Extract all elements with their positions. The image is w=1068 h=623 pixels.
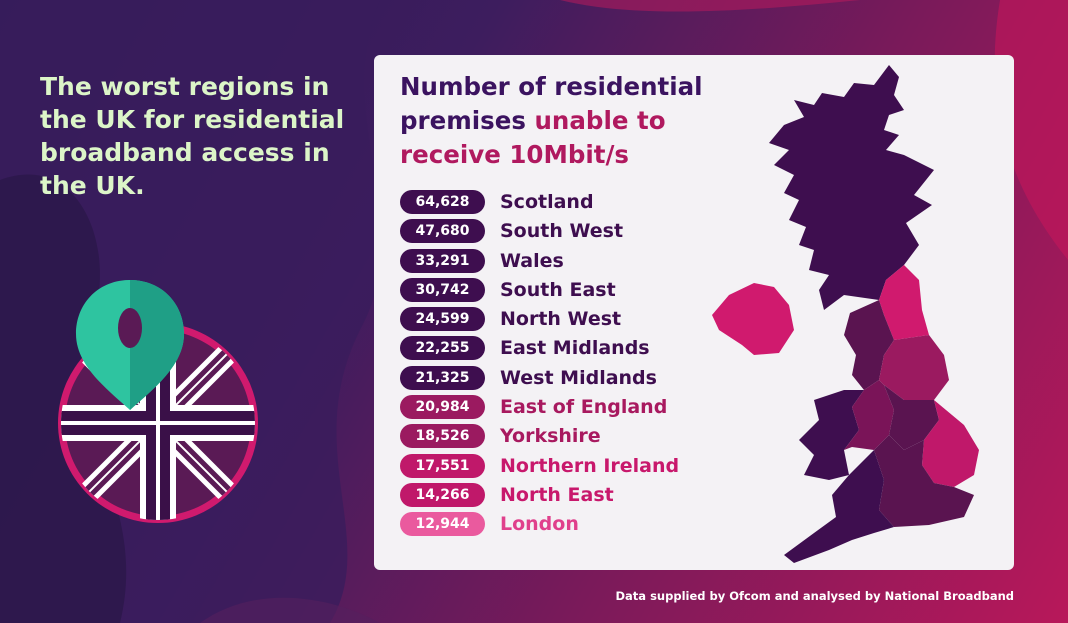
map-region-yorkshire bbox=[879, 335, 949, 400]
region-name: Yorkshire bbox=[500, 425, 601, 448]
region-row: 12,944 London bbox=[400, 510, 700, 539]
region-row: 24,599 North West bbox=[400, 305, 700, 334]
region-name: Northern Ireland bbox=[500, 454, 680, 477]
value-label: 33,291 bbox=[400, 248, 485, 273]
value-label: 14,266 bbox=[400, 482, 485, 507]
region-name: East of England bbox=[500, 396, 668, 419]
source-note: Data supplied by Ofcom and analysed by N… bbox=[615, 589, 1015, 603]
region-name: West Midlands bbox=[500, 366, 657, 389]
map-region-east-of-england bbox=[922, 400, 979, 487]
region-row: 22,255 East Midlands bbox=[400, 334, 700, 363]
region-row: 64,628 Scotland bbox=[400, 188, 700, 217]
value-label: 22,255 bbox=[400, 336, 485, 361]
value-label: 20,984 bbox=[400, 395, 485, 420]
region-name: North West bbox=[500, 308, 622, 331]
map-region-south-west bbox=[784, 450, 894, 563]
region-row: 30,742 South East bbox=[400, 276, 700, 305]
headline: The worst regions in the UK for resident… bbox=[40, 72, 345, 200]
region-name: Wales bbox=[500, 249, 564, 272]
value-label: 17,551 bbox=[400, 453, 485, 478]
chart-title-part1: Number of residential premises bbox=[400, 72, 703, 135]
map-region-north-east bbox=[879, 265, 929, 340]
map-region-northern-ireland bbox=[712, 283, 794, 355]
map-region-south-east bbox=[874, 435, 974, 527]
value-label: 64,628 bbox=[400, 190, 485, 214]
value-label: 21,325 bbox=[400, 365, 485, 390]
value-label: 24,599 bbox=[400, 307, 485, 332]
chart-title-highlight: unable to receive 10Mbit/s bbox=[400, 106, 666, 169]
value-label: 12,944 bbox=[400, 512, 485, 537]
map-region-east-midlands bbox=[884, 385, 939, 450]
region-row: 17,551 Northern Ireland bbox=[400, 452, 700, 481]
chart-title: Number of residential premises unable to… bbox=[400, 70, 740, 172]
region-row: 47,680 South West bbox=[400, 217, 700, 246]
map-region-west-midlands bbox=[844, 380, 894, 450]
map-region-scotland bbox=[769, 65, 934, 310]
region-row: 18,526 Yorkshire bbox=[400, 422, 700, 451]
region-name: North East bbox=[500, 483, 614, 506]
region-list: 64,628 Scotland 47,680 South West 33,291 Wale… bbox=[400, 188, 700, 540]
location-pin-icon bbox=[76, 280, 184, 410]
value-label: 30,742 bbox=[400, 277, 485, 302]
region-row: 21,325 West Midlands bbox=[400, 364, 700, 393]
region-row: 14,266 North East bbox=[400, 481, 700, 510]
region-row: 33,291 Wales bbox=[400, 247, 700, 276]
union-jack-badge bbox=[58, 280, 258, 523]
value-label: 47,680 bbox=[400, 219, 485, 244]
region-row: 20,984 East of England bbox=[400, 393, 700, 422]
uk-map bbox=[712, 65, 979, 563]
region-name: Scotland bbox=[500, 191, 594, 213]
value-label: 18,526 bbox=[400, 424, 485, 449]
region-name: East Midlands bbox=[500, 337, 650, 360]
region-name: London bbox=[500, 513, 579, 536]
region-name: South West bbox=[500, 220, 624, 243]
chart-card: Number of residential premises unable to… bbox=[374, 55, 1014, 570]
region-name: South East bbox=[500, 278, 616, 301]
map-region-wales bbox=[799, 390, 864, 480]
